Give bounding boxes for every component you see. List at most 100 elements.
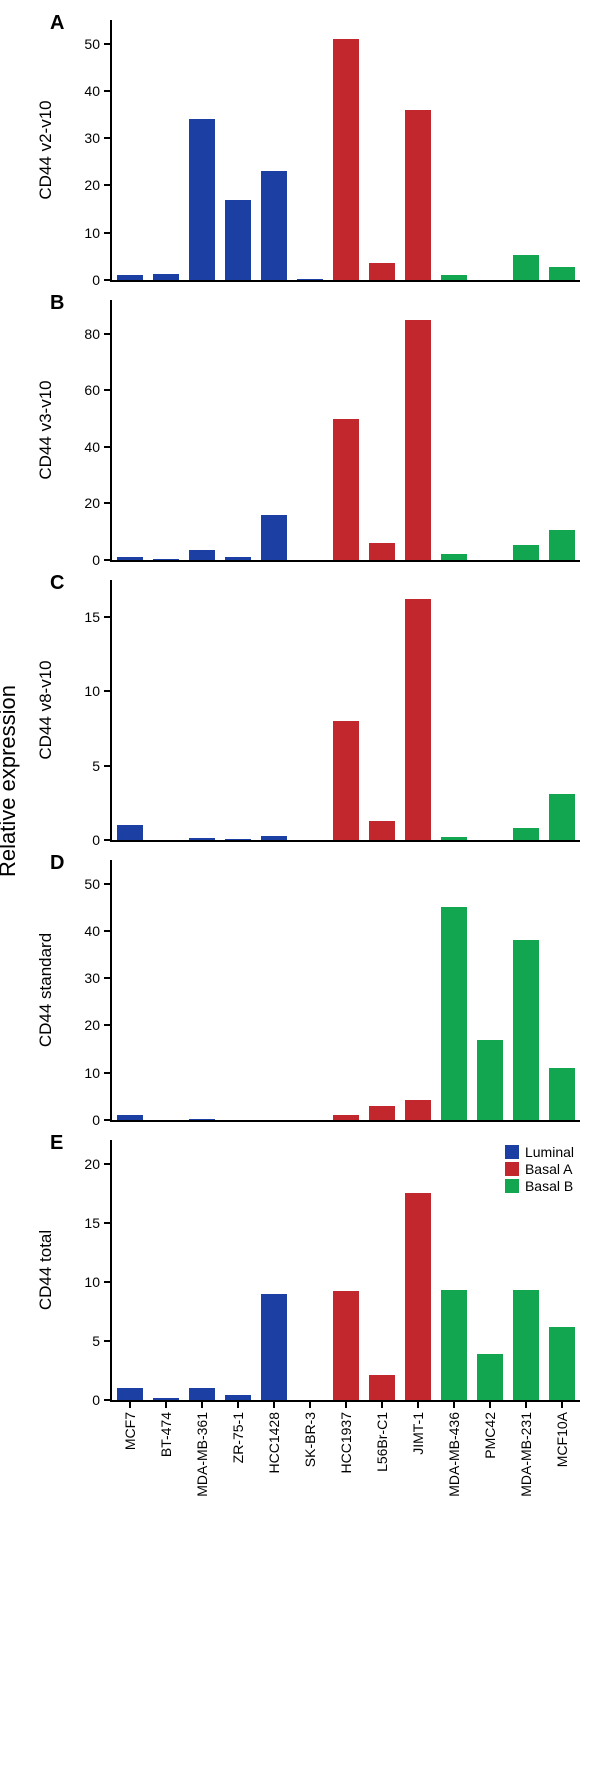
bar	[333, 39, 358, 280]
bar	[549, 1327, 574, 1400]
x-tick-label: ZR-75-1	[230, 1412, 246, 1463]
figure: Relative expression ACD44 v2-v1001020304…	[0, 0, 600, 1562]
plot-area: CD44 v3-v10020406080	[110, 300, 580, 562]
y-tick-label: 15	[84, 1215, 112, 1231]
bar	[297, 279, 322, 280]
bar	[333, 1115, 358, 1120]
bar	[513, 545, 538, 560]
bar	[549, 530, 574, 560]
x-tick	[201, 1400, 203, 1408]
bar	[405, 320, 430, 560]
y-tick-label: 60	[84, 382, 112, 398]
x-tick-label: HCC1428	[266, 1412, 282, 1473]
y-tick-label: 0	[92, 1112, 112, 1128]
legend-label: Luminal	[525, 1144, 574, 1160]
y-tick-label: 80	[84, 326, 112, 342]
bar	[225, 557, 250, 560]
bar	[369, 263, 394, 280]
y-tick-label: 20	[84, 495, 112, 511]
plot-area: CD44 total05101520MCF7BT-474MDA-MB-361ZR…	[110, 1140, 580, 1402]
bar	[369, 543, 394, 560]
y-axis-label: CD44 v3-v10	[36, 380, 56, 479]
y-tick-label: 0	[92, 832, 112, 848]
bar	[261, 836, 286, 840]
x-tick-label: MDA-MB-361	[194, 1412, 210, 1497]
global-y-axis-label: Relative expression	[0, 685, 21, 877]
bar	[549, 267, 574, 280]
x-tick	[381, 1400, 383, 1408]
bar	[117, 557, 142, 560]
panels-container: ACD44 v2-v1001020304050BCD44 v3-v1002040…	[0, 20, 600, 1402]
y-tick-label: 10	[84, 683, 112, 699]
legend-label: Basal B	[525, 1178, 573, 1194]
bar	[369, 1106, 394, 1120]
bar	[369, 1375, 394, 1400]
y-tick-label: 20	[84, 1156, 112, 1172]
x-tick-label: MCF10A	[554, 1412, 570, 1467]
x-tick-label: SK-BR-3	[302, 1412, 318, 1467]
bar	[261, 515, 286, 560]
y-tick-label: 0	[92, 1392, 112, 1408]
panel-D: DCD44 standard01020304050	[110, 860, 580, 1122]
bar	[405, 1193, 430, 1400]
bar	[441, 837, 466, 840]
x-tick	[273, 1400, 275, 1408]
legend-swatch	[505, 1179, 519, 1193]
bar	[189, 838, 214, 840]
bar	[189, 119, 214, 280]
bar	[549, 794, 574, 840]
bar	[333, 721, 358, 840]
y-tick-label: 30	[84, 970, 112, 986]
y-tick-label: 10	[84, 1065, 112, 1081]
bar	[513, 1290, 538, 1400]
bars	[112, 580, 580, 840]
bar	[153, 559, 178, 560]
bar	[405, 110, 430, 280]
x-tick-label: MCF7	[122, 1412, 138, 1450]
x-tick	[309, 1400, 311, 1408]
y-tick-label: 5	[92, 758, 112, 774]
bar	[189, 550, 214, 560]
x-tick	[345, 1400, 347, 1408]
bar	[477, 1354, 502, 1400]
bar	[225, 839, 250, 840]
bar	[261, 171, 286, 280]
panel-A: ACD44 v2-v1001020304050	[110, 20, 580, 282]
y-axis-label: CD44 standard	[36, 933, 56, 1047]
panel-letter: D	[50, 852, 64, 875]
bar	[549, 1068, 574, 1120]
x-tick	[237, 1400, 239, 1408]
x-tick	[453, 1400, 455, 1408]
bar	[333, 419, 358, 560]
y-tick-label: 40	[84, 923, 112, 939]
bar	[189, 1119, 214, 1120]
y-tick-label: 40	[84, 83, 112, 99]
y-axis-label: CD44 v8-v10	[36, 660, 56, 759]
bars	[112, 300, 580, 560]
legend-item: Basal B	[505, 1178, 574, 1194]
bar	[477, 1040, 502, 1120]
x-tick	[561, 1400, 563, 1408]
panel-letter: B	[50, 292, 64, 315]
x-tick-label: JIMT-1	[410, 1412, 426, 1455]
x-tick	[417, 1400, 419, 1408]
plot-area: CD44 standard01020304050	[110, 860, 580, 1122]
y-tick-label: 50	[84, 876, 112, 892]
x-tick	[165, 1400, 167, 1408]
plot-area: CD44 v2-v1001020304050	[110, 20, 580, 282]
y-tick-label: 0	[92, 272, 112, 288]
y-tick-label: 5	[92, 1333, 112, 1349]
bar	[441, 554, 466, 560]
bars	[112, 860, 580, 1120]
bars	[112, 20, 580, 280]
y-tick-label: 0	[92, 552, 112, 568]
legend-swatch	[505, 1145, 519, 1159]
panel-letter: A	[50, 12, 64, 35]
bar	[513, 940, 538, 1120]
x-tick	[129, 1400, 131, 1408]
y-axis-label: CD44 v2-v10	[36, 100, 56, 199]
plot-area: CD44 v8-v10051015	[110, 580, 580, 842]
x-tick-label: MDA-MB-231	[518, 1412, 534, 1497]
bar	[405, 599, 430, 840]
y-tick-label: 20	[84, 1017, 112, 1033]
